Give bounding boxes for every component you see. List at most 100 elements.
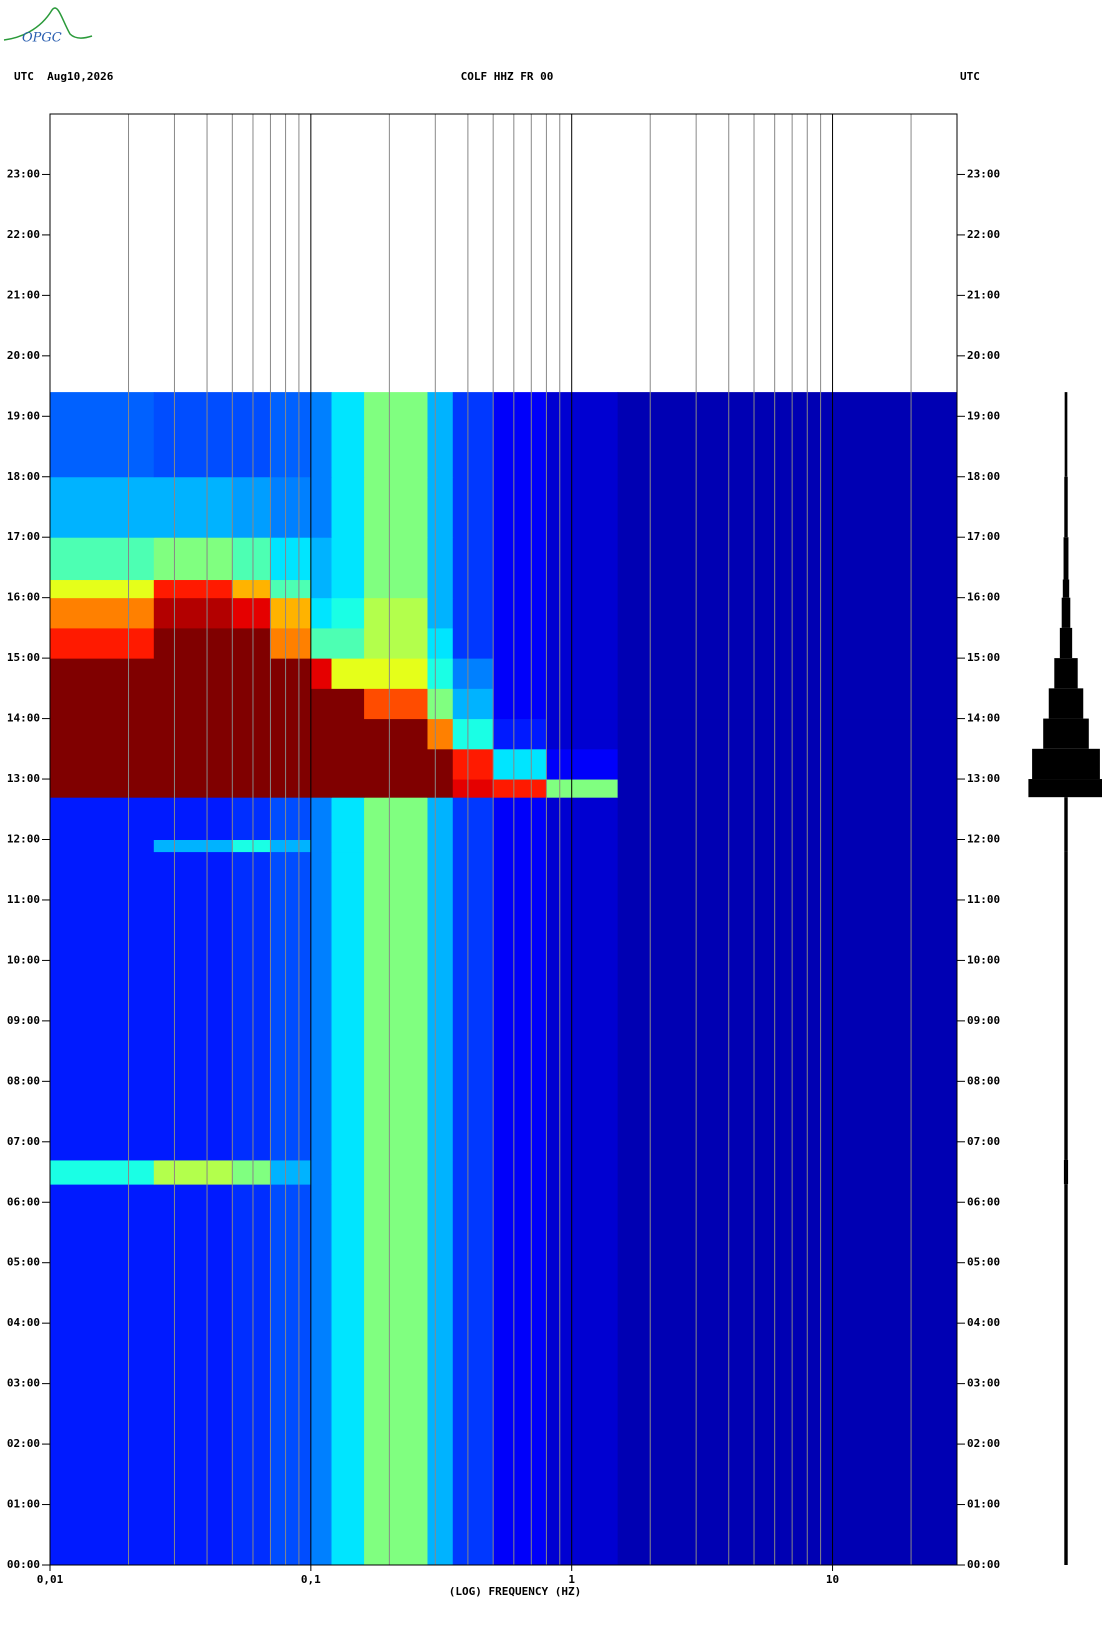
spectrogram-cell	[617, 748, 958, 780]
spectrogram-cell	[232, 851, 271, 1161]
spectrogram-cell	[493, 627, 547, 659]
x-tick-label: 0,01	[37, 1573, 64, 1586]
header-left: UTC Aug10,2026	[14, 70, 114, 83]
spectrogram-cell	[452, 1159, 494, 1185]
spectrogram-cell	[310, 839, 333, 853]
spectrogram-cell	[364, 537, 428, 581]
spectrogram-cell	[50, 688, 155, 720]
y-tick-label: 04:00	[967, 1316, 1000, 1329]
y-tick-label: 15:00	[967, 651, 1000, 664]
trace-envelope	[1064, 797, 1068, 840]
spectrogram-cell	[331, 597, 365, 629]
spectrogram-cell	[270, 797, 312, 840]
spectrogram-cell	[617, 851, 958, 1161]
y-tick-label: 06:00	[7, 1195, 40, 1208]
spectrogram-cell	[617, 1159, 958, 1185]
trace-envelope	[1032, 748, 1100, 780]
trace-envelope	[1054, 658, 1078, 689]
spectrogram-cell	[427, 779, 454, 798]
spectrogram-cell	[493, 779, 547, 798]
spectrogram-cell	[331, 537, 365, 581]
spectrogram-cell	[493, 579, 547, 599]
trace-envelope	[1048, 688, 1084, 719]
spectrogram-cell	[270, 779, 312, 798]
spectrogram-cell	[270, 537, 312, 581]
spectrogram-cell	[331, 658, 365, 689]
y-tick-label: 12:00	[967, 833, 1000, 846]
spectrogram-cell	[153, 476, 233, 538]
y-tick-label: 05:00	[967, 1256, 1000, 1269]
spectrogram-cell	[364, 851, 428, 1161]
spectrogram-cell	[270, 579, 312, 599]
spectrogram-cell	[546, 627, 619, 659]
y-tick-label: 03:00	[967, 1377, 1000, 1390]
spectrogram-cell	[617, 476, 958, 538]
x-tick-label: 0,1	[301, 1573, 321, 1586]
spectrogram-cell	[364, 839, 428, 853]
spectrogram-cell	[452, 627, 494, 659]
spectrogram-cell	[153, 851, 233, 1161]
spectrogram-cell	[546, 688, 619, 720]
spectrogram-cell	[232, 779, 271, 798]
spectrogram-cell	[50, 1184, 155, 1566]
y-tick-label: 20:00	[967, 349, 1000, 362]
spectrogram-cell	[153, 797, 233, 840]
spectrogram-cell	[617, 597, 958, 629]
spectrogram-cell	[310, 537, 333, 581]
spectrogram-cell	[232, 1159, 271, 1185]
spectrogram-cell	[452, 579, 494, 599]
x-tick-label: 1	[568, 1573, 575, 1586]
spectrogram-cell	[493, 1184, 547, 1566]
spectrogram-cell	[310, 627, 333, 659]
spectrogram-cell	[232, 597, 271, 629]
spectrogram-cell	[617, 779, 958, 798]
spectrogram-cell	[493, 839, 547, 853]
trace-envelope	[1064, 851, 1068, 1160]
y-tick-label: 07:00	[7, 1135, 40, 1148]
spectrogram-cell	[232, 688, 271, 720]
trace-envelope	[1028, 779, 1102, 798]
spectrogram-cell	[364, 688, 428, 720]
spectrogram-cell	[546, 537, 619, 581]
spectrogram-cell	[452, 392, 494, 478]
spectrogram-cell	[617, 627, 958, 659]
y-tick-label: 15:00	[7, 651, 40, 664]
spectrogram-cell	[427, 627, 454, 659]
spectrogram-cell	[427, 579, 454, 599]
spectrogram-cell	[50, 718, 155, 750]
spectrogram-cell	[310, 688, 333, 720]
logo-text: OPGC	[22, 31, 62, 46]
spectrogram-cell	[493, 1159, 547, 1185]
y-tick-label: 21:00	[7, 288, 40, 301]
spectrogram-cell	[232, 392, 271, 478]
spectrogram-cell	[493, 537, 547, 581]
spectrogram-cell	[546, 839, 619, 853]
spectrogram-cell	[232, 718, 271, 750]
spectrogram-cell	[452, 597, 494, 629]
spectrogram-cell	[617, 718, 958, 750]
y-tick-label: 17:00	[7, 530, 40, 543]
spectrogram-cell	[427, 1159, 454, 1185]
spectrogram-cell	[493, 851, 547, 1161]
spectrogram-cell	[310, 392, 333, 478]
spectrogram-cell	[50, 851, 155, 1161]
spectrogram-cell	[364, 392, 428, 478]
y-tick-label: 00:00	[967, 1558, 1000, 1571]
y-tick-label: 12:00	[7, 833, 40, 846]
spectrogram-cell	[427, 748, 454, 780]
chart-title: COLF HHZ FR 00	[461, 70, 554, 83]
spectrogram-cell	[153, 718, 233, 750]
spectrogram-cell	[452, 688, 494, 720]
spectrogram-cell	[270, 1159, 312, 1185]
spectrogram-cell	[452, 658, 494, 689]
spectrogram-cell	[617, 1184, 958, 1566]
y-tick-label: 16:00	[7, 591, 40, 604]
spectrogram-cell	[331, 392, 365, 478]
spectrogram-cell	[364, 476, 428, 538]
spectrogram-cell	[364, 1159, 428, 1185]
spectrogram-cell	[153, 392, 233, 478]
spectrogram-cell	[617, 688, 958, 720]
spectrogram-cell	[270, 748, 312, 780]
spectrogram-cell	[153, 1184, 233, 1566]
spectrogram-cell	[427, 718, 454, 750]
